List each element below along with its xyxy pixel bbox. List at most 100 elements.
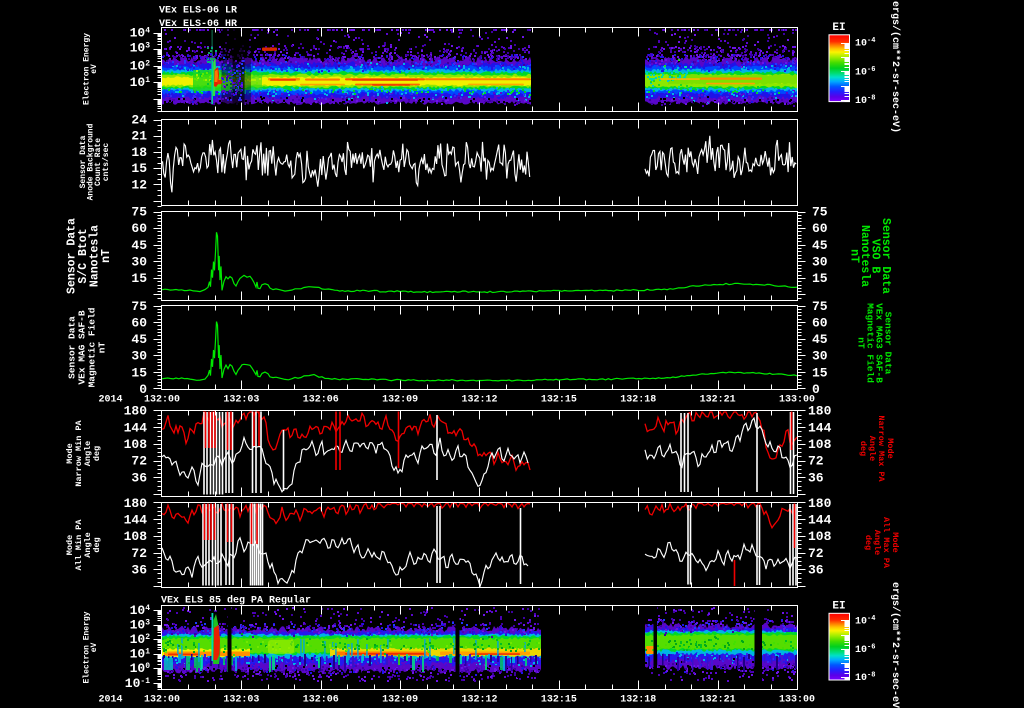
svg-text:102: 102 — [130, 632, 151, 647]
svg-text:Electron Energy: Electron Energy — [83, 33, 92, 105]
svg-text:180: 180 — [124, 404, 148, 419]
svg-text:108: 108 — [124, 437, 148, 452]
svg-text:75: 75 — [131, 299, 147, 314]
svg-text:EI: EI — [832, 600, 845, 612]
svg-text:Sensor Data: Sensor Data — [883, 312, 894, 375]
svg-text:104: 104 — [130, 26, 151, 41]
svg-text:Magnetic Field: Magnetic Field — [865, 303, 876, 383]
svg-text:60: 60 — [131, 316, 147, 331]
svg-text:132:03: 132:03 — [223, 395, 259, 406]
svg-text:deg: deg — [858, 441, 868, 456]
svg-text:VEx MAG SAF-B: VEx MAG SAF-B — [77, 310, 88, 384]
svg-text:Count Rate: Count Rate — [94, 138, 103, 186]
svg-text:144: 144 — [808, 513, 832, 528]
svg-text:133:00: 133:00 — [779, 395, 815, 406]
svg-text:132:06: 132:06 — [303, 695, 339, 706]
svg-text:0: 0 — [139, 382, 147, 397]
svg-text:Mode: Mode — [885, 438, 895, 458]
svg-text:108: 108 — [124, 529, 148, 544]
svg-text:Mode: Mode — [890, 532, 900, 552]
svg-text:30: 30 — [812, 254, 828, 269]
svg-text:ergs/(cm**2-sr-sec-eV): ergs/(cm**2-sr-sec-eV) — [889, 582, 901, 708]
svg-text:132:21: 132:21 — [700, 395, 736, 406]
svg-text:eV: eV — [90, 643, 99, 653]
svg-text:0: 0 — [812, 382, 820, 397]
svg-text:132:06: 132:06 — [303, 395, 339, 406]
svg-text:72: 72 — [808, 546, 824, 561]
svg-text:132:15: 132:15 — [541, 695, 577, 706]
svg-text:Anode Background: Anode Background — [87, 123, 96, 200]
svg-text:VEx ELS 85 deg PA Regular: VEx ELS 85 deg PA Regular — [161, 595, 311, 607]
svg-text:Angle: Angle — [867, 436, 877, 462]
svg-text:132:03: 132:03 — [223, 695, 259, 706]
svg-text:12: 12 — [131, 177, 147, 192]
svg-text:36: 36 — [808, 563, 824, 578]
svg-text:Narrow Max PA: Narrow Max PA — [876, 415, 886, 482]
svg-text:VSO B: VSO B — [869, 239, 882, 274]
svg-text:2014: 2014 — [98, 695, 122, 706]
svg-text:nT: nT — [97, 342, 108, 354]
svg-text:180: 180 — [808, 496, 832, 511]
svg-text:132:15: 132:15 — [541, 395, 577, 406]
svg-text:100: 100 — [130, 661, 151, 676]
svg-text:132:12: 132:12 — [461, 395, 497, 406]
svg-text:60: 60 — [131, 221, 147, 236]
svg-text:132:12: 132:12 — [461, 695, 497, 706]
svg-text:Nanotesla: Nanotesla — [858, 225, 871, 287]
svg-text:103: 103 — [130, 41, 151, 56]
svg-text:102: 102 — [130, 59, 151, 74]
svg-text:133:00: 133:00 — [779, 695, 815, 706]
svg-text:Sensor Data: Sensor Data — [879, 218, 892, 294]
svg-text:60: 60 — [812, 221, 828, 236]
svg-text:132:18: 132:18 — [620, 395, 656, 406]
svg-text:72: 72 — [808, 454, 824, 469]
svg-text:104: 104 — [130, 603, 151, 618]
svg-text:101: 101 — [130, 75, 151, 90]
svg-text:15: 15 — [131, 271, 147, 286]
svg-text:ergs/(cm**2-sr-sec-eV): ergs/(cm**2-sr-sec-eV) — [889, 1, 901, 133]
svg-text:Sensor Data: Sensor Data — [67, 316, 78, 379]
svg-text:101: 101 — [130, 647, 151, 662]
svg-text:108: 108 — [808, 437, 832, 452]
svg-text:75: 75 — [812, 205, 828, 220]
svg-text:75: 75 — [812, 299, 828, 314]
svg-text:132:00: 132:00 — [144, 395, 180, 406]
svg-text:nT: nT — [848, 249, 861, 263]
svg-text:24: 24 — [131, 113, 147, 128]
svg-text:180: 180 — [808, 404, 832, 419]
svg-text:VEx ELS-06 HR: VEx ELS-06 HR — [159, 19, 237, 30]
svg-text:Sensor Data: Sensor Data — [66, 218, 79, 294]
svg-text:Magnetic Field: Magnetic Field — [87, 307, 98, 387]
svg-text:132:09: 132:09 — [382, 695, 418, 706]
svg-text:15: 15 — [131, 365, 147, 380]
svg-text:deg: deg — [863, 535, 873, 550]
svg-text:2014: 2014 — [98, 395, 122, 406]
svg-text:72: 72 — [131, 546, 147, 561]
svg-text:21: 21 — [131, 129, 147, 144]
svg-text:EI: EI — [832, 22, 845, 34]
svg-text:deg: deg — [92, 537, 102, 552]
svg-text:Mode: Mode — [65, 443, 75, 463]
svg-text:nT: nT — [856, 337, 867, 349]
svg-text:144: 144 — [124, 513, 148, 528]
svg-text:45: 45 — [131, 332, 147, 347]
svg-text:45: 45 — [131, 238, 147, 253]
svg-text:144: 144 — [124, 420, 148, 435]
svg-text:nT: nT — [100, 249, 113, 263]
svg-text:36: 36 — [131, 470, 147, 485]
svg-text:VEx ELS-06 LR: VEx ELS-06 LR — [159, 6, 237, 17]
svg-text:Electron Energy: Electron Energy — [83, 611, 92, 683]
svg-text:132:00: 132:00 — [144, 695, 180, 706]
svg-text:72: 72 — [131, 454, 147, 469]
svg-text:132:21: 132:21 — [700, 695, 736, 706]
svg-text:103: 103 — [130, 617, 151, 632]
svg-text:132:18: 132:18 — [620, 695, 656, 706]
svg-text:Angle: Angle — [83, 532, 93, 558]
svg-text:Mode: Mode — [65, 535, 75, 555]
svg-text:36: 36 — [131, 563, 147, 578]
svg-text:30: 30 — [131, 349, 147, 364]
svg-text:Nanotesla: Nanotesla — [89, 225, 102, 287]
svg-text:Angle: Angle — [872, 530, 882, 556]
svg-text:36: 36 — [808, 470, 824, 485]
svg-text:15: 15 — [812, 365, 828, 380]
